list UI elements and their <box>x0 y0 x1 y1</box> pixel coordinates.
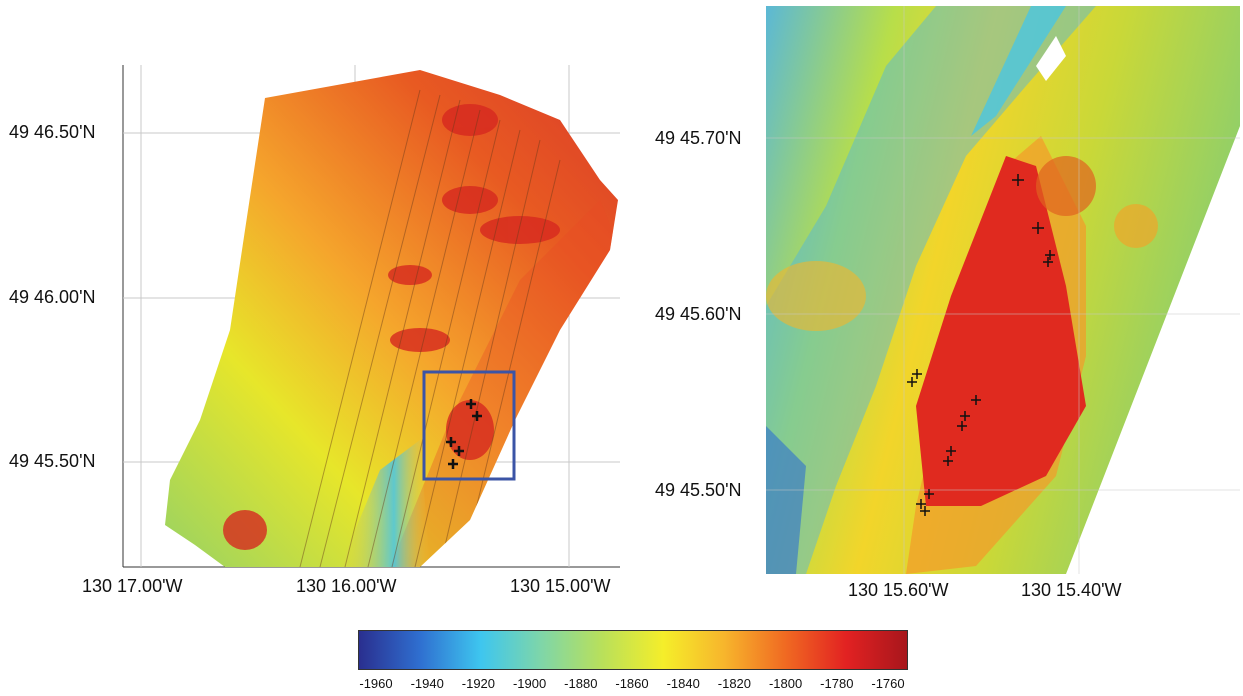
right-bathymetry-map <box>766 6 1240 574</box>
right-lon-label-1: 130 15.40'W <box>1021 580 1122 600</box>
left-lon-label-0: 130 17.00'W <box>82 576 183 596</box>
right-lat-label-1: 49 45.60'N <box>655 304 742 324</box>
colorbar-tick-label: -1960 <box>359 676 393 691</box>
colorbar-tick-label: -1820 <box>717 676 752 691</box>
left-lon-label-1: 130 16.00'W <box>296 576 397 596</box>
colorbar-tick-label: -1880 <box>564 676 598 691</box>
colorbar-tick-label: -1800 <box>768 676 803 691</box>
right-vent-markers <box>907 174 1055 516</box>
right-lat-label-2: 49 45.50'N <box>655 480 742 500</box>
left-lon-label-2: 130 15.00'W <box>510 576 611 596</box>
left-lat-label-0: 49 46.50'N <box>9 122 96 142</box>
left-survey-swath <box>165 70 618 567</box>
right-lat-label-0: 49 45.70'N <box>655 128 742 148</box>
depth-colorbar <box>358 630 908 670</box>
colorbar-tick-label: -1860 <box>615 676 649 691</box>
colorbar-tick-label: -1920 <box>461 676 496 691</box>
left-bathymetry-map <box>122 65 620 568</box>
left-vent-markers <box>446 399 482 469</box>
colorbar-tick-label: -1840 <box>666 676 700 691</box>
left-lat-label-2: 49 45.50'N <box>9 451 96 471</box>
right-grid <box>766 6 1240 574</box>
inset-box <box>422 370 516 481</box>
colorbar-tick-label: -1940 <box>410 676 444 691</box>
colorbar-tick-label: -1780 <box>820 676 854 691</box>
colorbar-tick-label: -1760 <box>871 676 905 691</box>
colorbar-tick-label: -1900 <box>512 676 547 691</box>
right-survey-swath <box>766 6 1240 574</box>
right-lon-label-0: 130 15.60'W <box>848 580 949 600</box>
left-lat-label-1: 49 46.00'N <box>9 287 96 307</box>
